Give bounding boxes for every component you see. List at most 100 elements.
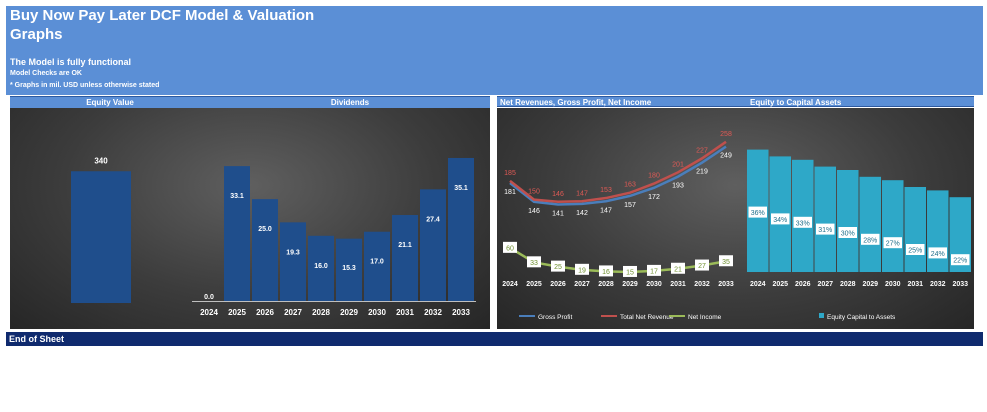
net-income-label-box <box>623 265 637 277</box>
equity-ratio-label-box <box>883 237 902 249</box>
revenue-point-label: 180 <box>648 173 660 180</box>
dividend-bar <box>280 222 306 301</box>
units-note: * Graphs in mil. USD unless otherwise st… <box>10 82 160 89</box>
dividend-tick-label: 2027 <box>284 308 302 317</box>
net-income-label-box <box>503 241 517 253</box>
dividend-bar <box>224 166 250 301</box>
net-income-label-box <box>671 262 685 274</box>
net-income-label-box <box>719 255 733 267</box>
footer-bar <box>6 332 983 346</box>
equity-ratio-tick-label: 2028 <box>840 281 856 288</box>
dividend-value-label: 0.0 <box>204 294 214 301</box>
equity-ratio-label-box <box>951 254 970 266</box>
equity-ratio-label-box <box>771 213 790 225</box>
equity-ratio-tick-label: 2032 <box>930 281 946 288</box>
equity-ratio-label: 27% <box>886 241 900 248</box>
equity-ratio-tick-label: 2033 <box>952 281 968 288</box>
equity-ratio-label-box <box>793 216 812 228</box>
equity-ratio-label: 36% <box>751 210 765 217</box>
equity-ratio-bar <box>792 159 814 272</box>
gross-profit-point-label: 172 <box>648 194 660 201</box>
equity-ratio-label-box <box>861 233 880 245</box>
equity-ratio-bar <box>882 180 904 272</box>
net-income-label-box <box>551 260 565 272</box>
gross-profit-point-label: 181 <box>504 189 516 196</box>
equity-ratio-tick-label: 2027 <box>817 281 833 288</box>
equity-ratio-tick-label: 2024 <box>750 281 766 288</box>
dividend-tick-label: 2029 <box>340 308 358 317</box>
dividend-tick-label: 2024 <box>200 308 218 317</box>
equity-ratio-legend-label: Equity Capital to Assets <box>827 314 896 321</box>
dividend-value-label: 21.1 <box>398 242 412 249</box>
dividend-bar <box>364 231 390 301</box>
equity-ratio-legend-swatch <box>819 313 824 318</box>
net-income-point-label: 21 <box>674 266 682 273</box>
dividend-value-label: 33.1 <box>230 193 244 200</box>
net-income-label-box <box>575 263 589 275</box>
line-tick-label: 2033 <box>718 281 734 288</box>
dividend-bar <box>336 238 362 301</box>
dividend-tick-label: 2030 <box>368 308 386 317</box>
line-tick-label: 2027 <box>574 281 590 288</box>
dividend-tick-label: 2028 <box>312 308 330 317</box>
net-income-point-label: 60 <box>506 245 514 252</box>
equity-ratio-label-box <box>838 227 857 238</box>
dividend-value-label: 16.0 <box>314 263 328 270</box>
equity-value-bar <box>71 171 131 303</box>
net-income-legend-label: Net Income <box>688 314 722 321</box>
dividend-bar <box>420 189 446 301</box>
equity-ratio-label: 24% <box>931 251 945 258</box>
net-income-point-label: 35 <box>722 259 730 266</box>
header-band <box>6 24 983 95</box>
model-checks-status: Model Checks are OK <box>10 70 82 77</box>
gross-profit-line <box>509 145 727 206</box>
net-income-label-box <box>695 259 709 271</box>
dividend-bar <box>392 215 418 301</box>
chart-panel-left: 340 0.0 2024 33.1 2025 25.0 2026 19.3 2027 16.0 20… <box>10 108 490 329</box>
line-tick-label: 2030 <box>646 281 662 288</box>
equity-ratio-label-box <box>816 223 835 235</box>
line-tick-label: 2024 <box>502 281 518 288</box>
net-income-label-box <box>527 256 541 268</box>
chart-panel-right: 185 150 146 147 153 163 180 201 227 258 181 146 141 1… <box>497 108 974 329</box>
line-tick-label: 2029 <box>622 281 638 288</box>
revenue-point-label: 227 <box>696 147 708 154</box>
revenue-point-label: 150 <box>528 189 540 196</box>
model-status: The Model is fully functional <box>10 57 132 67</box>
revenue-point-label: 201 <box>672 161 684 168</box>
gross-profit-point-label: 142 <box>576 210 588 217</box>
equity-ratio-tick-label: 2029 <box>862 281 878 288</box>
section-title: Graphs <box>10 26 63 43</box>
gross-profit-point-label: 147 <box>600 207 612 214</box>
gross-profit-point-label: 219 <box>696 169 708 176</box>
gross-profit-point-label: 146 <box>528 208 540 215</box>
dividend-bar <box>448 157 474 301</box>
dividend-value-label: 17.0 <box>370 259 384 266</box>
net-income-point-label: 17 <box>650 268 658 275</box>
equity-ratio-bar <box>837 170 859 272</box>
revenue-point-label: 185 <box>504 170 516 177</box>
equity-ratio-tick-label: 2030 <box>885 281 901 288</box>
equity-ratio-bar <box>904 187 926 272</box>
net-income-point-label: 15 <box>626 269 634 276</box>
dividend-tick-label: 2026 <box>256 308 274 317</box>
revenue-equity-chart: 185 150 146 147 153 163 180 201 227 258 181 146 141 1… <box>502 131 971 321</box>
page-title: Buy Now Pay Later DCF Model & Valuation <box>10 7 315 24</box>
net-income-point-label: 19 <box>578 267 586 274</box>
total-net-revenue-legend-label: Total Net Revenue <box>620 314 674 321</box>
panel-header-net-revenues: Net Revenues, Gross Profit, Net Income <box>497 96 747 107</box>
line-tick-label: 2031 <box>670 281 686 288</box>
dividend-tick-label: 2033 <box>452 308 470 317</box>
top-banner <box>349 6 983 24</box>
panel-header-equity-capital: Equity to Capital Assets <box>747 96 974 107</box>
dividend-value-label: 15.3 <box>342 265 356 272</box>
dividend-tick-label: 2031 <box>396 308 414 317</box>
dividend-value-label: 27.4 <box>426 216 440 223</box>
equity-ratio-label: 25% <box>908 248 922 255</box>
gross-profit-point-label: 249 <box>720 153 732 160</box>
revenue-point-label: 258 <box>720 131 732 138</box>
equity-ratio-label-box <box>928 247 947 259</box>
net-income-point-label: 33 <box>530 260 538 267</box>
gross-profit-point-label: 157 <box>624 202 636 209</box>
gross-profit-point-label: 141 <box>552 210 564 217</box>
